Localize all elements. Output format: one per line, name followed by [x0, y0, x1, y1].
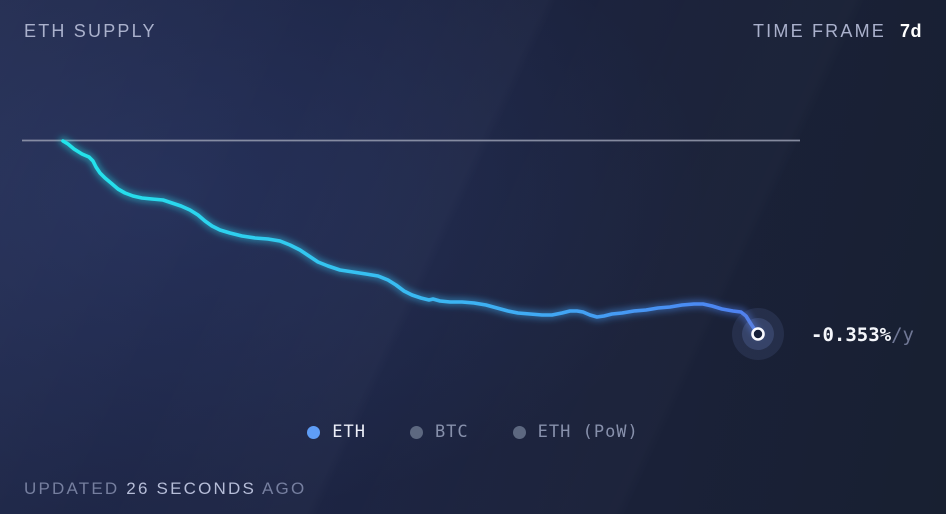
- time-frame-label: TIME FRAME: [752, 21, 886, 41]
- time-frame-control: TIME FRAME 7d: [753, 21, 922, 42]
- growth-rate-label: -0.353%/y: [811, 323, 914, 348]
- updated-highlight: 26 SECONDS: [126, 479, 256, 498]
- card-header: ETH SUPPLY TIME FRAME 7d: [24, 21, 922, 42]
- btc-dot-icon: [409, 425, 423, 439]
- time-frame-value[interactable]: 7d: [899, 21, 922, 41]
- page-title: ETH SUPPLY: [24, 21, 157, 41]
- end-point-marker[interactable]: [751, 327, 765, 341]
- supply-line: [61, 139, 760, 336]
- legend-item-eth-pow[interactable]: ETH (PoW): [512, 422, 639, 442]
- legend-label-eth-pow: ETH (PoW): [537, 422, 639, 442]
- eth-pow-dot-icon: [512, 425, 526, 439]
- supply-line-glow: [59, 137, 762, 338]
- updated-prefix: UPDATED: [24, 479, 127, 498]
- chart-legend: ETH BTC ETH (PoW): [0, 422, 946, 442]
- legend-label-btc: BTC: [434, 422, 469, 442]
- growth-rate-value: -0.353%: [811, 324, 892, 346]
- legend-label-eth: ETH: [332, 422, 366, 442]
- updated-suffix: AGO: [256, 479, 307, 498]
- legend-item-btc[interactable]: BTC: [409, 422, 469, 442]
- legend-item-eth[interactable]: ETH: [307, 422, 366, 442]
- updated-status: UPDATED 26 SECONDS AGO: [24, 479, 306, 499]
- eth-dot-icon: [307, 425, 321, 439]
- growth-rate-unit: /y: [891, 324, 914, 346]
